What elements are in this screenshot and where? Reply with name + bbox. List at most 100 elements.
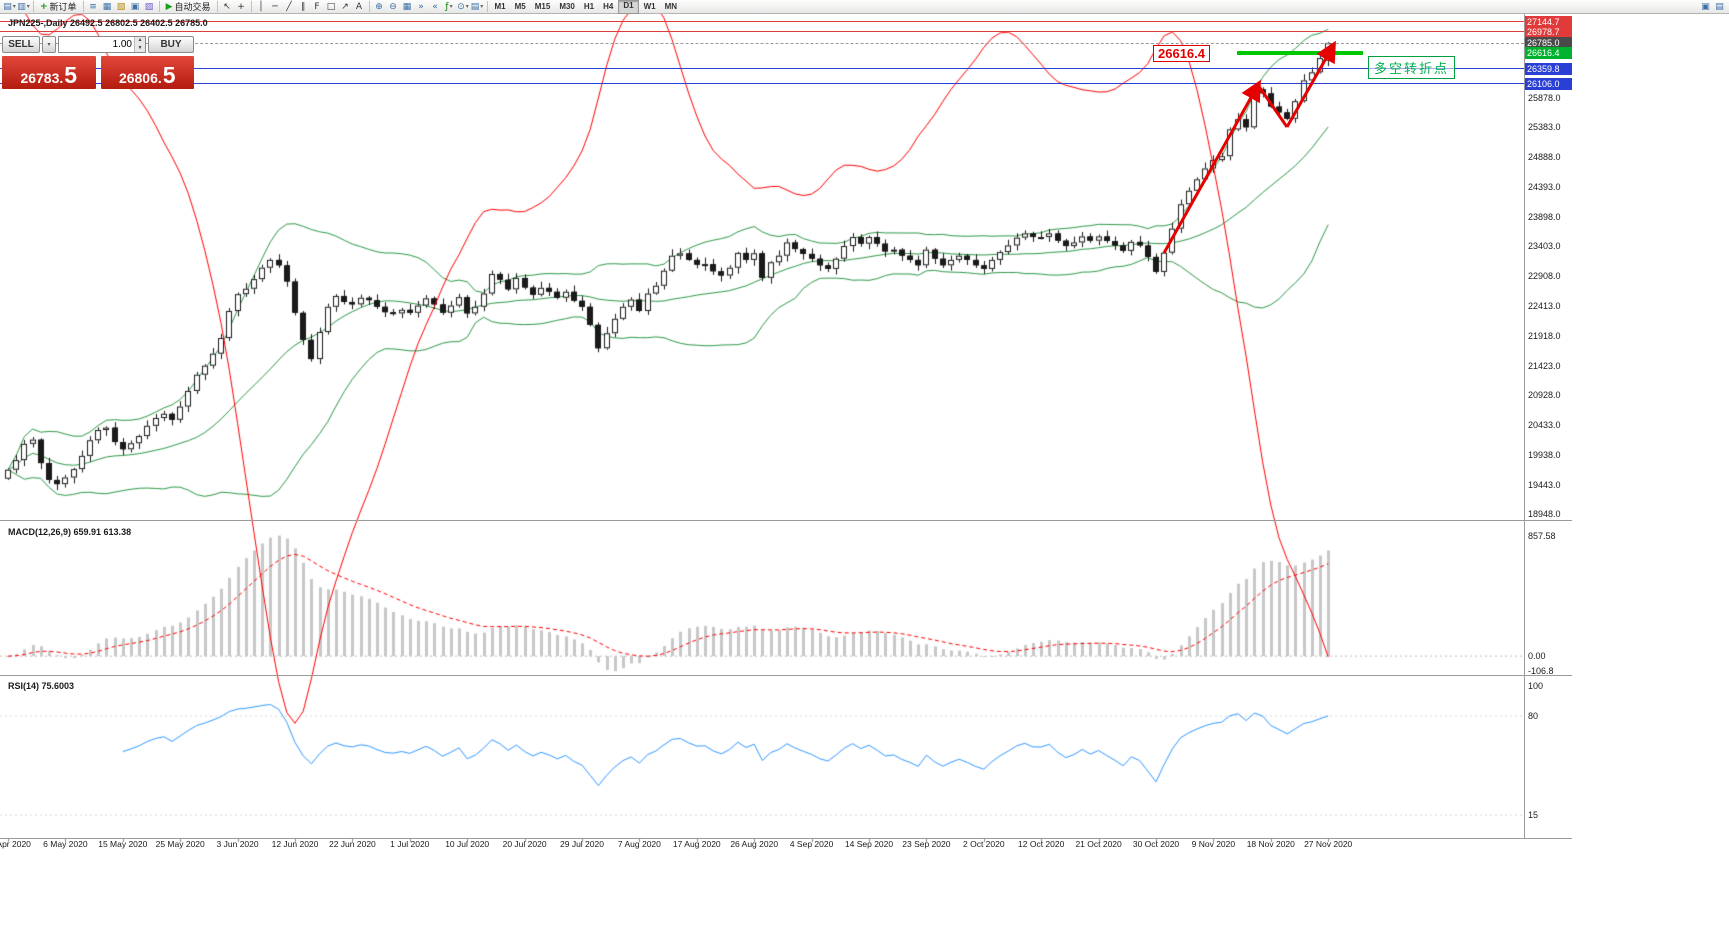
auto-scroll-icon[interactable]: » <box>418 1 424 12</box>
periods-icon[interactable]: ⊙ ▾ <box>457 1 469 12</box>
timeframe-button-h1[interactable]: H1 <box>583 1 595 11</box>
chart-shift-icon[interactable]: « <box>432 1 438 12</box>
buy-button[interactable]: BUY <box>148 36 194 53</box>
buy-price-box[interactable]: 26806. 5 <box>100 56 194 89</box>
price-gridline-label: 20433.0 <box>1528 420 1561 431</box>
navigator-icon[interactable]: ▧ <box>116 1 126 12</box>
data-window-icon[interactable]: ▦ <box>102 1 112 12</box>
volume-up-icon[interactable]: ▲ <box>135 37 145 45</box>
toolbar-separator <box>486 1 488 12</box>
crosshair-icon[interactable]: + <box>237 1 245 12</box>
price-tag-27144.7: 27144.7 <box>1525 15 1572 28</box>
date-label: 6 May 2020 <box>43 839 88 849</box>
price-gridline-label: 18948.0 <box>1528 509 1561 520</box>
volume-field: ▲ ▼ <box>58 36 146 53</box>
price-gridline-label: 20928.0 <box>1528 390 1561 401</box>
shapes-icon[interactable]: □ <box>326 1 336 12</box>
date-label: 3 Jun 2020 <box>216 839 259 849</box>
volume-input[interactable] <box>59 37 134 52</box>
zoom-in-icon[interactable]: ⊕ <box>375 1 383 12</box>
rsi-label: RSI(14) 75.6003 <box>8 681 75 691</box>
text-label-icon[interactable]: A <box>355 1 363 12</box>
autotrading-button[interactable]: ▶ 自动交易 <box>163 1 214 13</box>
price-tag-26785.0: 26785.0 <box>1525 37 1572 50</box>
price-gridline-label: 22413.0 <box>1528 300 1561 311</box>
date-label: 18 Nov 2020 <box>1246 839 1295 849</box>
trendline-icon[interactable]: ╱ <box>286 1 292 12</box>
terminal-icon[interactable]: ▣ <box>130 1 140 12</box>
zoom-out-icon[interactable]: ⊖ <box>389 1 397 12</box>
extra-tool-icon-2[interactable]: ▤ <box>1715 1 1724 12</box>
buy-price: 26806. <box>118 69 162 86</box>
timeframe-button-mn[interactable]: MN <box>664 1 678 11</box>
level-line-26978.7[interactable] <box>0 31 1524 32</box>
new-chart-icon[interactable]: ▤ ▾ <box>3 1 16 12</box>
pane-separator-rsi[interactable] <box>0 675 1572 676</box>
date-label: 20 Jul 2020 <box>502 839 547 849</box>
toolbar-separator <box>33 1 34 12</box>
volume-down-icon[interactable]: ▼ <box>135 44 145 52</box>
timeframe-button-m1[interactable]: M1 <box>494 1 506 11</box>
timeframe-button-d1[interactable]: D1 <box>618 0 639 14</box>
timeframe-button-h4[interactable]: H4 <box>603 1 614 11</box>
price-gridline-label: 23403.0 <box>1528 241 1561 252</box>
level-line-26359.8[interactable] <box>0 68 1524 69</box>
vertical-line-icon[interactable]: │ <box>258 1 264 12</box>
price-axis[interactable]: 25878.0 25383.0 24888.0 24393.0 23898.0 23403… <box>1524 14 1573 839</box>
price-gridline-label: 24888.0 <box>1528 152 1561 163</box>
indicators-icon[interactable]: ƒ ▾ <box>445 1 453 12</box>
tile-windows-icon[interactable]: ▦ <box>402 1 412 12</box>
timeframe-button-m15[interactable]: M15 <box>534 1 551 11</box>
new-order-button[interactable]: + 新订单 <box>37 1 80 13</box>
date-label: 10 Jul 2020 <box>445 839 490 849</box>
date-label: 14 Sep 2020 <box>844 839 894 849</box>
sell-price: 26783. <box>20 69 64 86</box>
level-line-26785.0[interactable] <box>0 43 1524 44</box>
extra-tool-icon-1[interactable]: ▣ <box>1701 1 1710 12</box>
level-line-26106.0[interactable] <box>0 83 1524 84</box>
date-label: 30 Oct 2020 <box>1132 839 1180 849</box>
date-label: 23 Sep 2020 <box>902 839 951 849</box>
date-label: 27 Nov 2020 <box>1304 839 1353 849</box>
templates-icon[interactable]: ▤ ▾ <box>470 1 484 12</box>
price-gridline-label: 19938.0 <box>1528 449 1561 460</box>
price-tag-26616.4: 26616.4 <box>1525 47 1572 60</box>
date-label: 4 Sep 2020 <box>789 839 834 849</box>
date-axis-separator <box>0 838 1572 839</box>
horizontal-line-icon[interactable]: ─ <box>272 1 278 12</box>
macd-axis-label: -106.8 <box>1528 666 1554 677</box>
macd-label: MACD(12,26,9) 659.91 613.38 <box>8 527 132 537</box>
level-line-26616.4[interactable] <box>1237 51 1363 55</box>
timeframe-button-m30[interactable]: M30 <box>559 1 575 11</box>
sell-price-pip: 5 <box>64 62 78 89</box>
market-watch-icon[interactable]: ≡ <box>89 1 97 12</box>
price-gridline-label: 22908.0 <box>1528 271 1561 282</box>
macd-axis-label: 857.58 <box>1528 530 1556 541</box>
turning-point-note[interactable]: 多空转折点 <box>1368 56 1456 79</box>
sell-button[interactable]: SELL <box>2 36 40 53</box>
timeframe-button-w1[interactable]: W1 <box>643 1 656 11</box>
price-gridline-label: 24393.0 <box>1528 181 1561 192</box>
price-gridline-label: 21918.0 <box>1528 330 1561 341</box>
sell-options-dropdown[interactable]: ▾ <box>42 36 56 53</box>
cursor-icon[interactable]: ↖ <box>223 1 231 12</box>
arrows-icon[interactable]: ↗ <box>341 1 349 12</box>
price-tag-26978.7: 26978.7 <box>1525 25 1572 38</box>
chart-profiles-icon[interactable]: ▥ ▾ <box>17 1 30 12</box>
date-label: 1 Jul 2020 <box>390 839 430 849</box>
sell-price-box[interactable]: 26783. 5 <box>2 56 96 89</box>
timeframe-button-m5[interactable]: M5 <box>514 1 526 11</box>
dropdown-arrow-icon: ▾ <box>449 2 453 10</box>
pane-separator-macd[interactable] <box>0 520 1572 521</box>
dropdown-arrow-icon: ▾ <box>465 2 469 10</box>
level-line-27144.7[interactable] <box>0 21 1524 22</box>
channel-icon[interactable]: ∥ <box>300 1 306 12</box>
date-axis[interactable]: 27 Apr 2020 6 May 2020 15 May 2020 25 May 2… <box>0 839 1524 853</box>
price-callout[interactable]: 26616.4 <box>1153 45 1210 62</box>
strategy-tester-icon[interactable]: ▨ <box>144 1 154 12</box>
price-tag-26359.8: 26359.8 <box>1525 62 1572 75</box>
date-label: 27 Apr 2020 <box>0 839 31 849</box>
fibonacci-icon[interactable]: F <box>314 1 320 12</box>
date-label: 17 Aug 2020 <box>672 839 721 849</box>
